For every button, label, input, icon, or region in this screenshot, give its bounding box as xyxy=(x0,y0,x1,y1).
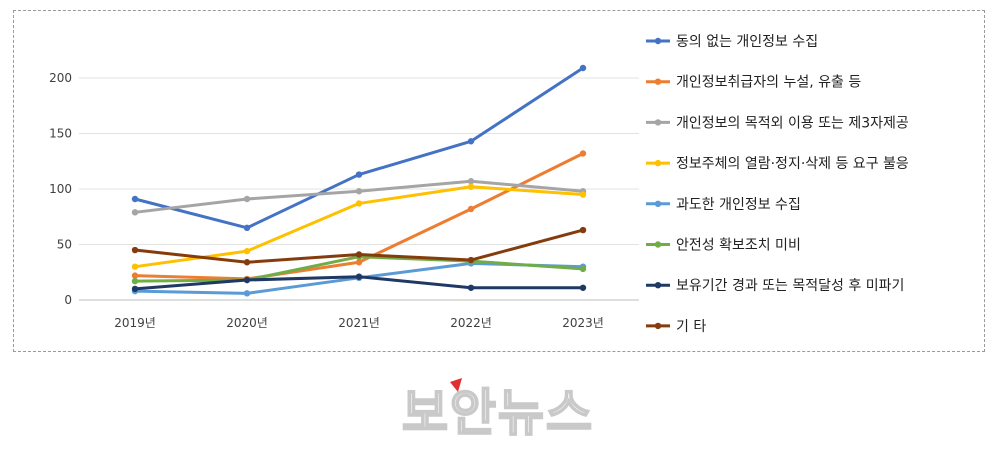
data-point xyxy=(131,209,139,216)
legend-item: 개인정보취급자의 누설, 유출 등 xyxy=(646,75,861,91)
legend-marker xyxy=(654,241,662,248)
watermark-logo: 보안뉴스 xyxy=(401,378,594,443)
data-point xyxy=(467,256,475,264)
x-tick-label: 2021년 xyxy=(338,316,380,330)
x-tick-label: 2023년 xyxy=(562,316,604,330)
legend-marker xyxy=(654,78,662,85)
data-point xyxy=(579,150,587,157)
legend-label: 개인정보취급자의 누설, 유출 등 xyxy=(676,75,861,91)
data-point xyxy=(355,171,363,178)
legend-label: 정보주체의 열람·정지·삭제 등 요구 불응 xyxy=(676,156,909,172)
data-point xyxy=(243,276,251,284)
data-point xyxy=(131,272,139,279)
y-tick-label: 0 xyxy=(64,293,72,307)
legend-marker xyxy=(654,282,662,289)
line-chart: 0 50 100 150 200 2019년 2020년 2021년 2022년 2023년 동… xyxy=(49,34,909,335)
data-point xyxy=(355,259,363,266)
y-tick-label: 100 xyxy=(49,182,72,196)
data-point xyxy=(243,224,251,232)
series-lines xyxy=(131,64,587,297)
data-point xyxy=(467,138,475,145)
data-point xyxy=(355,251,363,258)
legend-item: 과도한 개인정보 수집 xyxy=(646,197,801,213)
chart-frame: 0 50 100 150 200 2019년 2020년 2021년 2022년 2023년 동… xyxy=(13,10,985,352)
data-point xyxy=(579,191,587,198)
data-point xyxy=(467,183,475,190)
series-4 xyxy=(131,183,587,270)
legend-label: 과도한 개인정보 수집 xyxy=(676,197,801,213)
data-point xyxy=(131,285,139,293)
data-point xyxy=(579,226,587,234)
y-tick-label: 50 xyxy=(57,238,72,252)
data-point xyxy=(243,247,251,255)
series-3 xyxy=(131,178,587,216)
data-point xyxy=(131,246,139,254)
data-point xyxy=(579,64,587,72)
x-tick-label: 2020년 xyxy=(226,316,268,330)
data-point xyxy=(243,290,251,297)
legend-item: 개인정보의 목적외 이용 또는 제3자제공 xyxy=(646,115,909,131)
y-axis-ticks: 0 50 100 150 200 xyxy=(49,71,72,307)
legend-item: 기 타 xyxy=(646,319,706,335)
x-axis-ticks: 2019년 2020년 2021년 2022년 2023년 xyxy=(114,316,604,330)
data-point xyxy=(131,263,139,270)
y-tick-label: 150 xyxy=(49,127,72,141)
data-point xyxy=(243,195,251,203)
data-point xyxy=(131,277,139,285)
data-point xyxy=(579,265,587,273)
legend-marker xyxy=(654,119,662,126)
legend-item: 정보주체의 열람·정지·삭제 등 요구 불응 xyxy=(646,156,909,172)
y-tick-label: 200 xyxy=(49,71,72,85)
legend-label: 안전성 확보조치 미비 xyxy=(676,238,801,254)
data-point xyxy=(467,284,475,291)
x-tick-label: 2019년 xyxy=(114,316,156,330)
series-1 xyxy=(131,64,587,232)
legend-marker xyxy=(654,322,662,330)
x-tick-label: 2022년 xyxy=(450,316,492,330)
watermark-text: 보안뉴스 xyxy=(402,384,594,442)
data-point xyxy=(467,178,475,185)
data-point xyxy=(579,284,587,291)
legend-marker xyxy=(654,37,662,45)
legend-label: 동의 없는 개인정보 수집 xyxy=(676,34,818,50)
legend-label: 개인정보의 목적외 이용 또는 제3자제공 xyxy=(676,115,909,131)
data-point xyxy=(467,205,475,213)
pen-mark-icon xyxy=(450,378,462,392)
series-line xyxy=(134,179,584,214)
data-point xyxy=(131,195,139,203)
legend-label: 기 타 xyxy=(676,319,706,335)
data-point xyxy=(355,273,363,280)
data-point xyxy=(243,259,251,266)
series-8 xyxy=(131,226,587,266)
legend-label: 보유기간 경과 또는 목적달성 후 미파기 xyxy=(676,278,904,294)
legend-marker xyxy=(654,200,662,207)
legend-item: 동의 없는 개인정보 수집 xyxy=(646,34,818,50)
legend-marker xyxy=(654,159,662,167)
legend-item: 보유기간 경과 또는 목적달성 후 미파기 xyxy=(646,278,904,294)
data-point xyxy=(355,200,363,207)
series-7 xyxy=(131,273,587,293)
legend-item: 안전성 확보조치 미비 xyxy=(646,238,801,254)
data-point xyxy=(355,188,363,195)
